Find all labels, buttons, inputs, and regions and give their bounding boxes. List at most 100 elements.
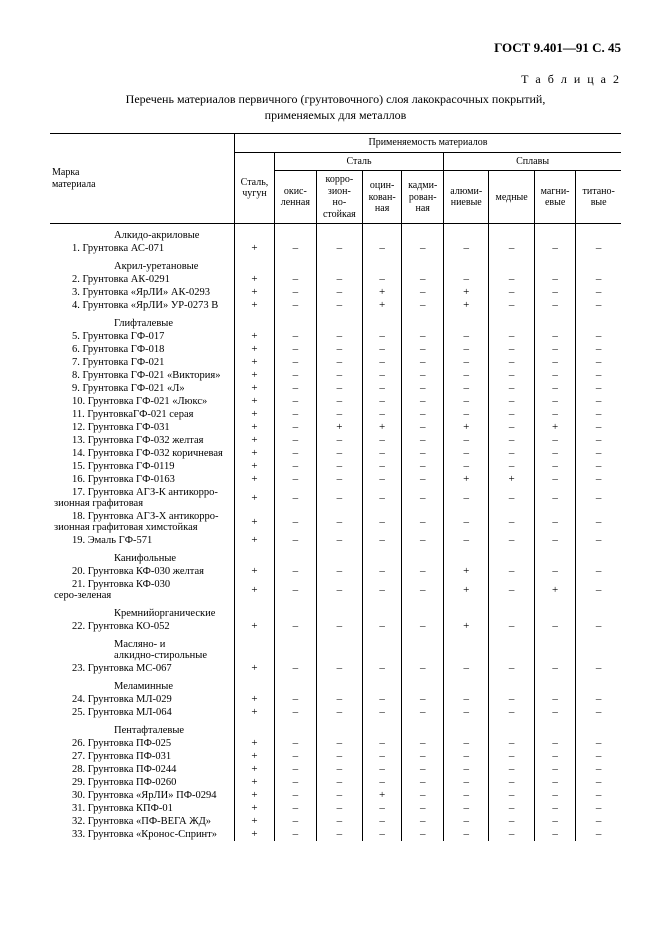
applicability-cell: – <box>274 330 316 343</box>
applicability-cell: – <box>316 763 362 776</box>
applicability-cell: – <box>534 510 575 534</box>
applicability-cell: – <box>402 408 444 421</box>
cell-empty <box>363 255 402 273</box>
cell-empty <box>274 633 316 662</box>
material-name: 29. Грунтовка ПФ-0260 <box>50 776 235 789</box>
applicability-cell: – <box>489 578 535 602</box>
applicability-cell: – <box>402 828 444 841</box>
applicability-cell: – <box>274 473 316 486</box>
applicability-cell: – <box>534 434 575 447</box>
applicability-cell: – <box>363 273 402 286</box>
applicability-cell: – <box>489 620 535 633</box>
cell-empty <box>576 675 621 693</box>
th-med: медные <box>489 171 535 224</box>
applicability-cell: – <box>402 242 444 255</box>
cell-empty <box>235 602 275 620</box>
applicability-cell: – <box>534 408 575 421</box>
applicability-cell: – <box>444 460 489 473</box>
applicability-cell: – <box>534 662 575 675</box>
applicability-cell: + <box>363 286 402 299</box>
applicability-cell: – <box>274 750 316 763</box>
applicability-cell: + <box>444 565 489 578</box>
applicability-cell: – <box>274 382 316 395</box>
applicability-cell: – <box>316 534 362 547</box>
applicability-cell: – <box>489 434 535 447</box>
applicability-cell: + <box>235 473 275 486</box>
cell-empty <box>576 719 621 737</box>
applicability-cell: – <box>316 369 362 382</box>
table-caption: Перечень материалов первичного (грунтово… <box>50 91 621 123</box>
applicability-cell: – <box>274 395 316 408</box>
applicability-cell: – <box>444 343 489 356</box>
cell-empty <box>534 312 575 330</box>
applicability-cell: – <box>444 382 489 395</box>
applicability-cell: – <box>316 662 362 675</box>
cell-empty <box>444 675 489 693</box>
th-ocink: оцин-кован-ная <box>363 171 402 224</box>
material-name: 15. Грунтовка ГФ-0119 <box>50 460 235 473</box>
material-name: 13. Грунтовка ГФ-032 желтая <box>50 434 235 447</box>
applicability-cell: + <box>235 460 275 473</box>
applicability-cell: – <box>363 565 402 578</box>
applicability-cell: – <box>274 460 316 473</box>
applicability-cell: + <box>235 434 275 447</box>
applicability-cell: + <box>534 421 575 434</box>
cell-empty <box>235 255 275 273</box>
applicability-cell: – <box>363 737 402 750</box>
applicability-cell: – <box>363 356 402 369</box>
cell-empty <box>576 312 621 330</box>
applicability-cell: – <box>576 421 621 434</box>
applicability-cell: – <box>534 273 575 286</box>
applicability-cell: + <box>444 473 489 486</box>
applicability-cell: – <box>489 510 535 534</box>
th-alum: алюми-ниевые <box>444 171 489 224</box>
applicability-cell: – <box>576 776 621 789</box>
applicability-cell: – <box>534 299 575 312</box>
cell-empty <box>316 719 362 737</box>
applicability-cell: – <box>534 382 575 395</box>
group-title: Алкидо-акриловые <box>50 224 235 243</box>
applicability-cell: – <box>363 620 402 633</box>
applicability-cell: – <box>576 343 621 356</box>
cell-empty <box>489 547 535 565</box>
applicability-cell: – <box>444 486 489 510</box>
applicability-cell: – <box>576 662 621 675</box>
applicability-cell: + <box>235 408 275 421</box>
applicability-cell: + <box>444 620 489 633</box>
applicability-cell: – <box>576 356 621 369</box>
applicability-cell: – <box>402 662 444 675</box>
applicability-cell: – <box>316 286 362 299</box>
applicability-cell: + <box>235 421 275 434</box>
cell-empty <box>363 602 402 620</box>
applicability-cell: + <box>235 356 275 369</box>
applicability-cell: + <box>235 330 275 343</box>
cell-empty <box>316 312 362 330</box>
material-name: 10. Грунтовка ГФ-021 «Люкс» <box>50 395 235 408</box>
applicability-cell: – <box>489 776 535 789</box>
th-titan: титано-вые <box>576 171 621 224</box>
applicability-cell: – <box>402 776 444 789</box>
applicability-cell: + <box>363 789 402 802</box>
applicability-cell: – <box>576 620 621 633</box>
applicability-cell: – <box>489 343 535 356</box>
applicability-cell: – <box>576 382 621 395</box>
material-name: 23. Грунтовка МС-067 <box>50 662 235 675</box>
cell-empty <box>402 675 444 693</box>
applicability-cell: – <box>316 706 362 719</box>
applicability-cell: – <box>402 299 444 312</box>
applicability-cell: – <box>316 486 362 510</box>
applicability-cell: – <box>316 447 362 460</box>
material-name: 24. Грунтовка МЛ-029 <box>50 693 235 706</box>
cell-empty <box>316 675 362 693</box>
applicability-cell: – <box>402 382 444 395</box>
applicability-cell: – <box>576 473 621 486</box>
applicability-cell: – <box>444 447 489 460</box>
applicability-cell: – <box>444 763 489 776</box>
cell-empty <box>235 675 275 693</box>
applicability-cell: – <box>274 299 316 312</box>
applicability-cell: + <box>534 578 575 602</box>
applicability-cell: + <box>316 421 362 434</box>
applicability-cell: – <box>489 408 535 421</box>
material-name: 5. Грунтовка ГФ-017 <box>50 330 235 343</box>
applicability-cell: – <box>274 763 316 776</box>
